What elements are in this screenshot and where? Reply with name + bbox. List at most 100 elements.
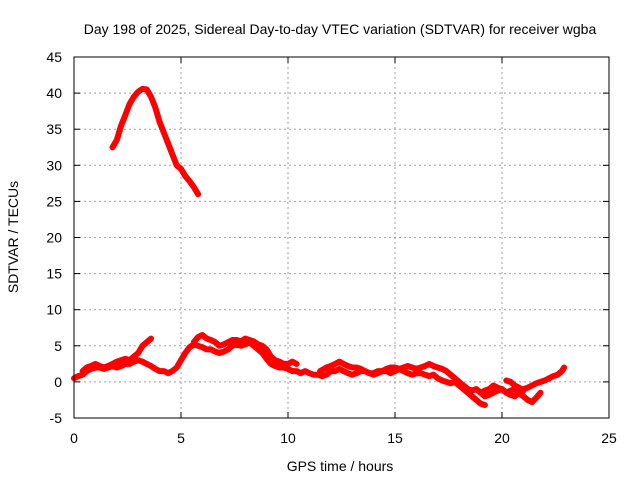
- data-point: [148, 363, 154, 369]
- data-point: [559, 368, 565, 374]
- data-point: [122, 112, 128, 118]
- data-point: [264, 346, 270, 352]
- data-point: [319, 373, 325, 379]
- data-point: [392, 365, 398, 370]
- data-point: [272, 357, 278, 363]
- data-point: [242, 336, 248, 342]
- data-point: [182, 350, 188, 356]
- data-point: [482, 402, 488, 408]
- data-point: [259, 350, 265, 356]
- data-point: [490, 390, 496, 396]
- data-point: [152, 105, 158, 110]
- data-point: [431, 372, 436, 378]
- data-point: [388, 370, 394, 376]
- data-point: [383, 366, 389, 372]
- data-point: [272, 363, 278, 369]
- data-point: [546, 375, 552, 381]
- x-tick-label: 25: [601, 430, 617, 446]
- data-point: [187, 344, 193, 350]
- y-tick-label: 15: [46, 266, 62, 282]
- data-point: [140, 359, 145, 365]
- data-point: [503, 378, 509, 383]
- data-point: [199, 344, 205, 350]
- data-point: [461, 383, 466, 388]
- data-point: [110, 361, 115, 367]
- data-point: [413, 370, 419, 376]
- data-point: [221, 349, 227, 355]
- x-tick-label: 20: [494, 430, 510, 446]
- data-point: [512, 383, 518, 388]
- data-point: [486, 386, 492, 392]
- data-point: [110, 144, 115, 150]
- data-point: [225, 346, 231, 352]
- data-point: [336, 366, 342, 372]
- y-tick-label: 25: [46, 193, 62, 209]
- data-point: [503, 390, 509, 396]
- data-point: [169, 368, 175, 374]
- data-point: [276, 359, 282, 365]
- data-point: [114, 137, 120, 143]
- data-point: [533, 380, 539, 386]
- data-point: [178, 166, 184, 172]
- y-tick-label: 10: [46, 302, 62, 318]
- data-point: [499, 386, 505, 392]
- data-point: [533, 395, 539, 401]
- data-point: [358, 366, 364, 372]
- data-point: [469, 393, 475, 399]
- data-point: [405, 370, 411, 376]
- data-point: [508, 388, 514, 394]
- data-point: [199, 332, 205, 338]
- data-point: [204, 346, 210, 352]
- y-tick-label: 45: [46, 49, 62, 65]
- x-axis-label: GPS time / hours: [287, 458, 394, 474]
- data-point: [317, 368, 323, 374]
- data-point: [401, 365, 407, 370]
- data-point: [191, 339, 197, 345]
- data-point: [242, 341, 248, 347]
- data-point: [75, 373, 81, 379]
- data-point: [174, 162, 180, 168]
- data-point: [490, 383, 496, 388]
- data-point: [366, 370, 372, 376]
- y-tick-label: 0: [54, 374, 62, 390]
- data-point: [538, 379, 543, 385]
- data-point: [144, 87, 150, 92]
- data-point: [529, 383, 535, 388]
- data-point: [341, 368, 347, 374]
- data-point: [332, 368, 338, 374]
- y-tick-label: 5: [54, 338, 62, 354]
- data-point: [422, 363, 428, 369]
- data-point: [448, 372, 454, 378]
- data-point: [169, 152, 175, 157]
- data-point: [452, 375, 458, 381]
- x-tick-label: 0: [70, 430, 78, 446]
- data-point: [439, 366, 445, 372]
- data-point: [217, 350, 222, 356]
- data-point: [516, 385, 522, 391]
- data-point: [435, 375, 441, 381]
- data-point: [328, 363, 334, 369]
- data-point: [354, 365, 359, 370]
- data-point: [157, 119, 163, 125]
- data-point: [289, 368, 295, 374]
- data-point: [542, 378, 548, 383]
- data-point: [191, 184, 197, 190]
- data-point: [140, 343, 145, 349]
- data-point: [379, 368, 385, 374]
- data-point: [247, 337, 252, 343]
- data-point: [388, 365, 394, 370]
- data-point: [127, 101, 133, 107]
- data-point: [478, 401, 484, 407]
- data-point: [478, 390, 484, 396]
- data-point: [456, 379, 462, 385]
- data-point: [405, 363, 411, 369]
- data-point: [92, 361, 98, 367]
- data-point: [204, 336, 210, 342]
- data-point: [264, 356, 270, 362]
- data-point: [268, 361, 274, 367]
- data-point: [285, 366, 291, 372]
- data-point: [371, 370, 377, 376]
- data-point: [362, 368, 368, 374]
- data-point: [413, 366, 419, 372]
